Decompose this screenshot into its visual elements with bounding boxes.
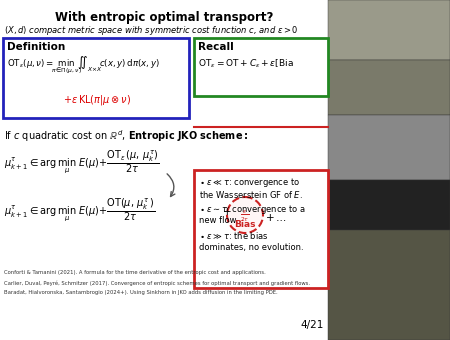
Text: $\frac{\varepsilon}{2\tau}$: $\frac{\varepsilon}{2\tau}$ bbox=[240, 209, 250, 224]
Text: $(X, d)$ compact metric space with symmetric cost function $c$, and $\varepsilon: $(X, d)$ compact metric space with symme… bbox=[4, 24, 298, 37]
Text: new flow.: new flow. bbox=[199, 216, 238, 225]
Text: With entropic optimal transport?: With entropic optimal transport? bbox=[55, 11, 273, 24]
Circle shape bbox=[227, 197, 263, 233]
FancyBboxPatch shape bbox=[194, 38, 328, 96]
Bar bbox=[328, 0, 450, 340]
Text: $\bullet\;\varepsilon \sim \tau$: convergence to a: $\bullet\;\varepsilon \sim \tau$: conver… bbox=[199, 203, 306, 216]
Text: Definition: Definition bbox=[7, 42, 65, 52]
Text: If $c$ quadratic cost on $\mathbb{R}^d$, $\mathbf{Entropic\ JKO\ scheme:}$: If $c$ quadratic cost on $\mathbb{R}^d$,… bbox=[4, 128, 248, 144]
Text: $+$: $+$ bbox=[222, 206, 232, 217]
Text: Bias: Bias bbox=[234, 220, 256, 229]
Text: Baradat, Hialvoronska, Santambrogio (2024+). Using Sinkhorn in JKO adds diffusio: Baradat, Hialvoronska, Santambrogio (202… bbox=[4, 290, 278, 295]
FancyBboxPatch shape bbox=[194, 170, 328, 288]
Bar bbox=[328, 230, 450, 340]
Text: $+\varepsilon\,\mathrm{KL}(\pi|\mu \otimes \nu)$: $+\varepsilon\,\mathrm{KL}(\pi|\mu \otim… bbox=[63, 93, 131, 107]
Text: $+\,\ldots$: $+\,\ldots$ bbox=[265, 212, 287, 223]
Text: $\mu^\tau_{k+1} \in \arg\min_{\mu}\; E(\mu) + \dfrac{\mathrm{OT}_\varepsilon(\mu: $\mu^\tau_{k+1} \in \arg\min_{\mu}\; E(\… bbox=[4, 148, 159, 175]
Text: Conforti & Tamanini (2021). A formula for the time derivative of the entropic co: Conforti & Tamanini (2021). A formula fo… bbox=[4, 270, 266, 275]
Text: $\bullet\;\varepsilon \ll \tau$: convergence to: $\bullet\;\varepsilon \ll \tau$: converg… bbox=[199, 176, 300, 189]
Bar bbox=[328, 180, 450, 230]
Bar bbox=[0, 0, 328, 340]
Text: $\mu^\tau_{k+1} \in \arg\min_{\mu}\; E(\mu) + \dfrac{\mathrm{OT}(\mu,\, \mu^\tau: $\mu^\tau_{k+1} \in \arg\min_{\mu}\; E(\… bbox=[4, 196, 155, 223]
Text: Recall: Recall bbox=[198, 42, 234, 52]
Text: $\bullet\;\varepsilon \gg \tau$: the bias: $\bullet\;\varepsilon \gg \tau$: the bia… bbox=[199, 230, 269, 241]
FancyBboxPatch shape bbox=[3, 38, 189, 118]
FancyArrowPatch shape bbox=[167, 174, 175, 197]
Text: $\mathrm{OT}_\varepsilon = \mathrm{OT} + C_\varepsilon + \varepsilon[\mathrm{Bia: $\mathrm{OT}_\varepsilon = \mathrm{OT} +… bbox=[198, 58, 294, 70]
Bar bbox=[328, 0, 450, 60]
Text: Carlier, Duval, Peyré, Schmitzer (2017). Convergence of entropic schemes for opt: Carlier, Duval, Peyré, Schmitzer (2017).… bbox=[4, 280, 310, 286]
Bar bbox=[328, 60, 450, 115]
Text: the Wasserstein GF of $E$.: the Wasserstein GF of $E$. bbox=[199, 189, 303, 200]
Text: dominates, no evolution.: dominates, no evolution. bbox=[199, 243, 304, 252]
Text: 4/21: 4/21 bbox=[301, 320, 324, 330]
Text: $\mathrm{OT}_\varepsilon(\mu,\nu) = \!\!\min_{\pi \in \Pi(\mu,\nu)}\!\! \iint_{X: $\mathrm{OT}_\varepsilon(\mu,\nu) = \!\!… bbox=[7, 55, 160, 76]
Bar bbox=[328, 115, 450, 180]
